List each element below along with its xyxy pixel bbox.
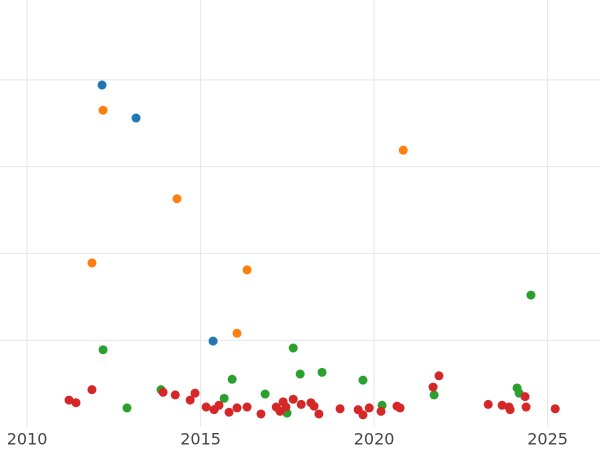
x-tick-label: 2020 [354, 430, 395, 449]
x-tick-label: 2025 [527, 430, 568, 449]
point [98, 105, 108, 115]
point [232, 328, 242, 338]
point [483, 399, 493, 409]
point [296, 399, 306, 409]
point [87, 258, 97, 268]
point [172, 194, 182, 204]
point [158, 387, 168, 397]
point [314, 409, 324, 419]
point [521, 402, 531, 412]
point [295, 369, 305, 379]
point [64, 395, 74, 405]
point [98, 345, 108, 355]
point [288, 343, 298, 353]
point [170, 390, 180, 400]
point [208, 336, 218, 346]
point [376, 406, 386, 416]
point [190, 388, 200, 398]
point [335, 404, 345, 414]
x-tick-label: 2015 [180, 430, 221, 449]
point [224, 407, 234, 417]
point [428, 382, 438, 392]
point [219, 393, 229, 403]
point [429, 390, 439, 400]
point [309, 401, 319, 411]
point [505, 405, 515, 415]
point [242, 265, 252, 275]
point [242, 402, 252, 412]
point [497, 400, 507, 410]
point [526, 290, 536, 300]
point [520, 392, 530, 402]
point [434, 371, 444, 381]
point [395, 403, 405, 413]
point [185, 395, 195, 405]
point [281, 402, 291, 412]
point [214, 400, 224, 410]
point [131, 113, 141, 123]
point [97, 80, 107, 90]
point [87, 385, 97, 395]
point [358, 410, 368, 420]
point [550, 404, 560, 414]
point [122, 403, 132, 413]
point [358, 375, 368, 385]
point [256, 409, 266, 419]
point [364, 403, 374, 413]
point [260, 389, 270, 399]
point [317, 367, 327, 377]
point [232, 403, 242, 413]
point [201, 402, 211, 412]
point [398, 145, 408, 155]
point [288, 394, 298, 404]
x-tick-label: 2010 [7, 430, 48, 449]
point [71, 398, 81, 408]
point [227, 374, 237, 384]
